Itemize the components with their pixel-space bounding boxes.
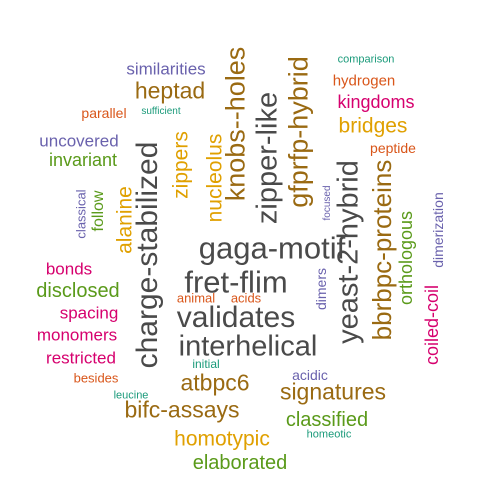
word-comparison: comparison: [337, 53, 395, 66]
word-bonds: bonds: [45, 259, 93, 279]
word-peptide: peptide: [370, 140, 416, 156]
word-hydrogen: hydrogen: [332, 72, 396, 90]
word-kingdoms: kingdoms: [337, 92, 415, 112]
word-parallel: parallel: [81, 105, 127, 121]
word-validates: validates: [176, 301, 296, 334]
word-bifc-assays: bifc-assays: [124, 396, 240, 423]
word-homotypic: homotypic: [174, 427, 270, 451]
word-monomers: monomers: [36, 325, 118, 345]
word-orthologous: orthologous: [396, 210, 416, 306]
word-zipper-like: zipper-like: [251, 91, 284, 225]
word-focused: focused: [322, 185, 333, 221]
word-classified: classified: [285, 409, 369, 431]
word-elaborated: elaborated: [192, 452, 288, 474]
word-acidic: acidic: [292, 367, 328, 383]
word-dimers: dimers: [313, 267, 329, 311]
word-alanine: alanine: [113, 186, 137, 254]
word-acids: acids: [230, 290, 262, 306]
word-bbrbpc-proteins: bbrbpc-proteins: [367, 159, 397, 341]
word-follow: follow: [90, 190, 107, 232]
word-zippers: zippers: [169, 131, 193, 199]
word-leucine: leucine: [113, 389, 149, 402]
word-coiled-coil: coiled-coil: [422, 284, 442, 366]
word-uncovered: uncovered: [39, 131, 119, 151]
word-charge-stabilized: charge-stabilized: [131, 141, 164, 369]
word-atbpc6: atbpc6: [180, 369, 250, 396]
word-bridges: bridges: [338, 114, 408, 138]
word-invariant: invariant: [48, 150, 118, 170]
word-knobs-holes: knobs--holes: [220, 46, 251, 202]
word-initial: initial: [192, 357, 220, 371]
word-classical: classical: [73, 189, 89, 239]
word-gaga-motif: gaga-motif: [198, 230, 346, 266]
word-restricted: restricted: [46, 348, 116, 368]
word-homeotic: homeotic: [306, 428, 352, 441]
word-dimerization: dimerization: [430, 192, 446, 268]
word-sufficient: sufficient: [141, 106, 181, 117]
word-animal: animal: [176, 290, 216, 306]
word-spacing: spacing: [59, 303, 119, 323]
word-yeast-2-hybrid: yeast-2-hybrid: [332, 160, 365, 344]
word-gfprfp-hybrid: gfprfp-hybrid: [283, 56, 314, 208]
word-disclosed: disclosed: [36, 280, 120, 302]
word-heptad: heptad: [134, 77, 206, 104]
word-signatures: signatures: [279, 378, 387, 405]
word-nucleolus: nucleolus: [203, 133, 227, 223]
word-similarities: similarities: [126, 59, 206, 79]
word-fret-flim: fret-flim: [184, 264, 288, 300]
word-interhelical: interhelical: [178, 330, 318, 363]
word-besides: besides: [73, 370, 119, 386]
